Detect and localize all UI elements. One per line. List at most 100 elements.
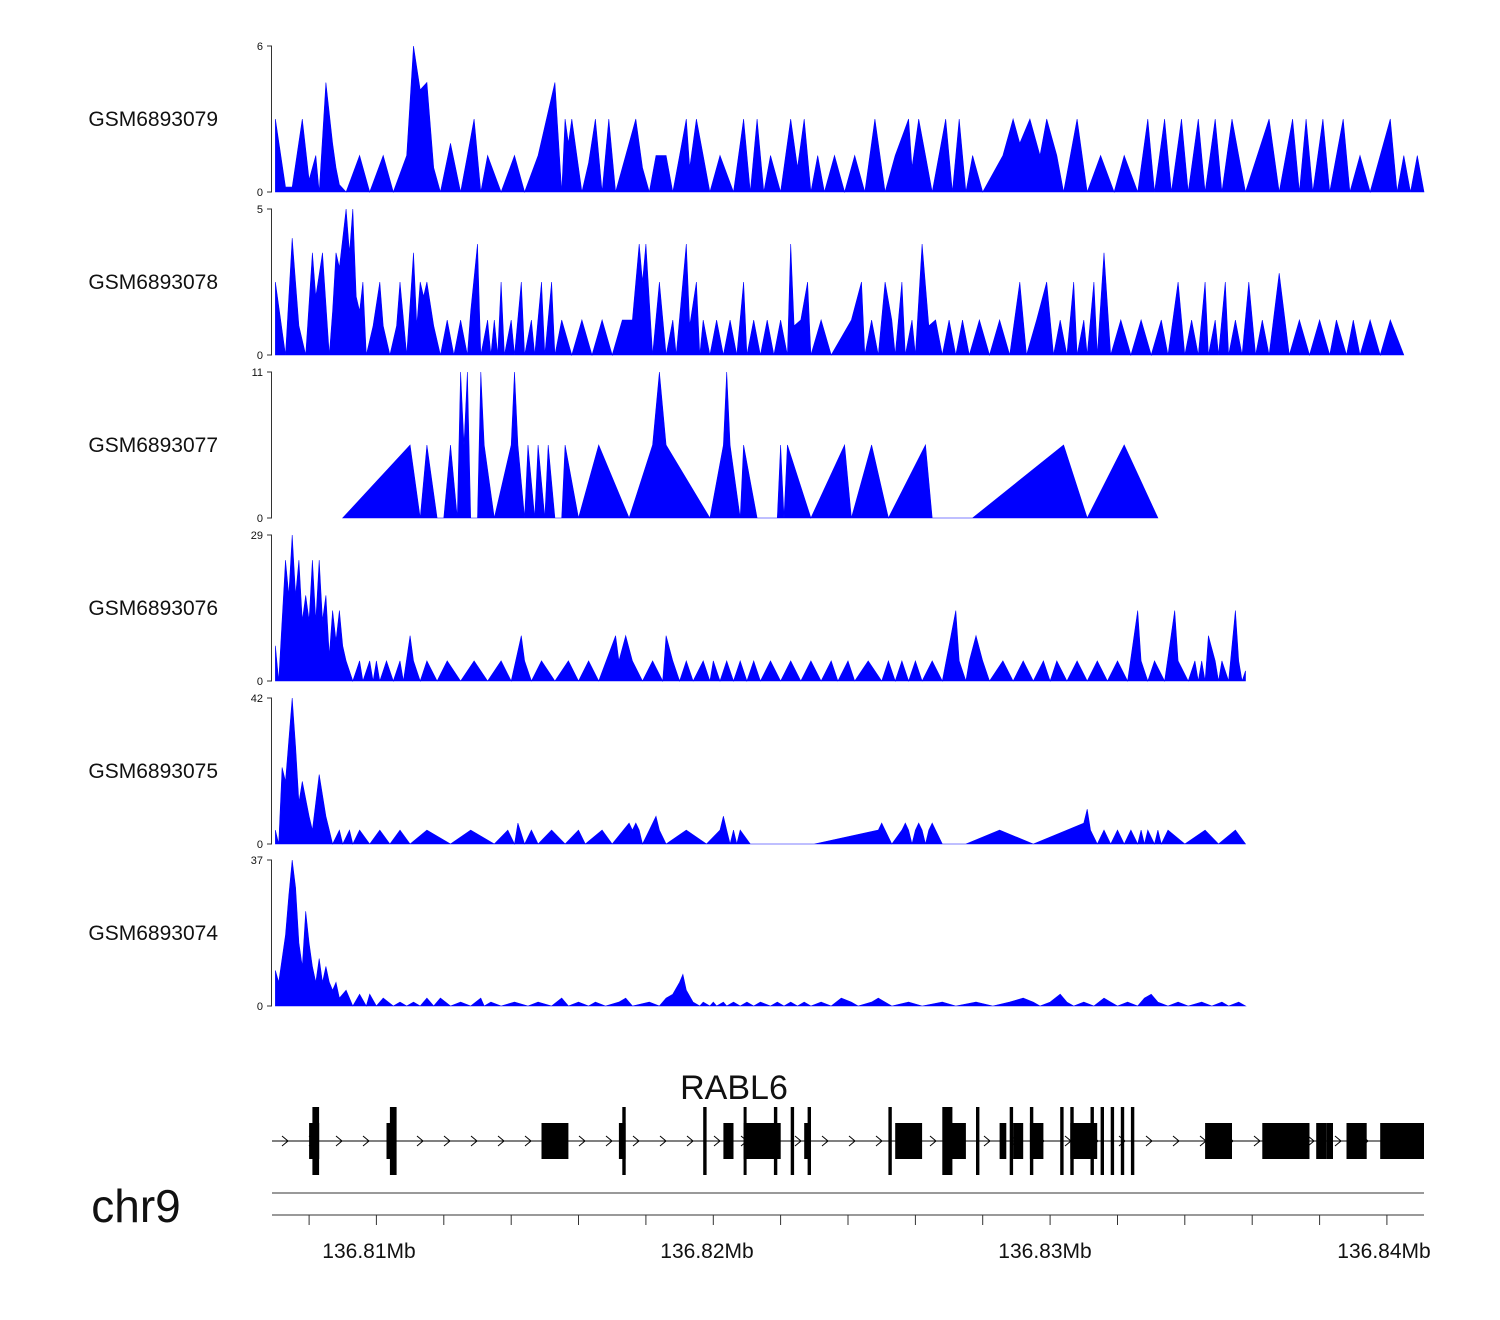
strand-arrow	[1145, 1135, 1153, 1147]
gene-exon	[1013, 1123, 1024, 1159]
strand-arrow	[335, 1135, 343, 1147]
strand-arrow	[821, 1135, 829, 1147]
gene-exon	[1380, 1123, 1424, 1159]
strand-arrow	[713, 1135, 721, 1147]
strand-arrow	[686, 1135, 694, 1147]
gene-coding-exon	[1120, 1107, 1125, 1175]
strand-arrow	[632, 1135, 640, 1147]
strand-arrow	[281, 1135, 289, 1147]
track-GSM6893074: GSM6893074 37 0	[88, 855, 1247, 1013]
track-label: GSM6893079	[88, 108, 218, 131]
gene-coding-exon	[1100, 1107, 1104, 1175]
axis-tick-label-136-83: 136.83Mb	[998, 1240, 1091, 1263]
gene-coding-exon	[773, 1107, 778, 1175]
gene-coding-exon	[1110, 1107, 1115, 1175]
track-ymin-label: 0	[257, 839, 263, 851]
gene-coding-exon	[743, 1107, 747, 1175]
track-GSM6893075: GSM6893075 42 0	[88, 693, 1247, 851]
gene-exon	[618, 1123, 626, 1159]
strand-arrow	[1334, 1135, 1342, 1147]
gene-exon	[1262, 1123, 1310, 1159]
strand-arrow	[524, 1135, 532, 1147]
gene-coding-exon	[389, 1107, 397, 1175]
gene-coding-exon	[1060, 1107, 1064, 1175]
strand-arrow	[416, 1135, 424, 1147]
gene-coding-exon	[1029, 1107, 1034, 1175]
gene-coding-exon	[790, 1107, 795, 1175]
chromosome-label: chr9	[91, 1180, 180, 1232]
track-ymax-label: 29	[251, 530, 263, 542]
gene-coding-exon	[312, 1107, 320, 1175]
track-ymax-label: 42	[251, 693, 263, 705]
track-ymin-label: 0	[257, 676, 263, 688]
gene-coding-exon	[1130, 1107, 1135, 1175]
gene-coding-exon	[1070, 1107, 1074, 1175]
coverage-area	[275, 534, 1246, 683]
track-ymin-label: 0	[257, 1001, 263, 1013]
track-ymax-label: 5	[257, 204, 263, 216]
track-ymax-label: 37	[251, 855, 263, 867]
strand-arrow	[443, 1135, 451, 1147]
gene-coding-exon	[942, 1107, 953, 1175]
track-GSM6893079: GSM6893079 6 0	[88, 41, 1425, 199]
strand-arrow	[362, 1135, 370, 1147]
track-ymax-label: 11	[252, 367, 263, 379]
gene-exon	[999, 1123, 1007, 1159]
track-ymin-label: 0	[257, 350, 263, 362]
strand-arrow	[659, 1135, 667, 1147]
gene-track: RABL6	[272, 1069, 1424, 1175]
gene-exon	[541, 1123, 569, 1159]
track-label: GSM6893076	[88, 597, 218, 620]
track-ymin-label: 0	[257, 513, 263, 525]
strand-arrow	[848, 1135, 856, 1147]
strand-arrow	[578, 1135, 586, 1147]
genomic-coordinate-axis: 136.81Mb 136.82Mb 136.83Mb 136.84Mb	[272, 1192, 1431, 1263]
track-GSM6893078: GSM6893078 5 0	[88, 204, 1405, 362]
coverage-area	[275, 697, 1247, 845]
gene-coding-exon	[1090, 1107, 1094, 1175]
strand-arrow	[470, 1135, 478, 1147]
axis-ticks	[308, 1215, 1388, 1225]
coverage-area	[275, 208, 1405, 357]
gene-coding-exon	[1009, 1107, 1014, 1175]
gene-coding-exon	[807, 1107, 811, 1175]
track-label: GSM6893075	[88, 760, 218, 783]
strand-arrow	[794, 1135, 802, 1147]
gene-exon	[895, 1123, 923, 1159]
axis-tick-label-136-81: 136.81Mb	[322, 1240, 415, 1263]
strand-arrow	[605, 1135, 613, 1147]
strand-arrow	[497, 1135, 505, 1147]
coverage-tracks: GSM689307960GSM689307850GSM6893077110GSM…	[88, 41, 1425, 1013]
track-label: GSM6893077	[88, 434, 218, 457]
strand-arrow	[1253, 1135, 1261, 1147]
gene-exon	[804, 1123, 811, 1159]
gene-exon	[1205, 1123, 1232, 1159]
coverage-area	[342, 371, 1159, 519]
strand-arrow	[1307, 1135, 1315, 1147]
strand-arrow	[983, 1135, 991, 1147]
gene-coding-exon	[976, 1107, 980, 1175]
strand-arrow	[875, 1135, 883, 1147]
track-ymax-label: 6	[257, 41, 263, 53]
axis-tick-label-136-82: 136.82Mb	[660, 1240, 753, 1263]
gene-coding-exon	[703, 1107, 707, 1175]
gene-exon	[1326, 1123, 1333, 1159]
track-label: GSM6893078	[88, 271, 218, 294]
gene-coding-exon	[888, 1107, 892, 1175]
track-label: GSM6893074	[88, 922, 218, 945]
track-GSM6893076: GSM6893076 29 0	[88, 530, 1246, 688]
axis-tick-label-136-84: 136.84Mb	[1337, 1240, 1430, 1263]
gene-exon	[723, 1123, 734, 1159]
strand-arrow	[1172, 1135, 1180, 1147]
coverage-area	[275, 45, 1425, 194]
gene-exon	[1316, 1123, 1327, 1159]
gene-name-label: RABL6	[680, 1069, 788, 1107]
gene-structure	[272, 1107, 1424, 1175]
gene-exon	[386, 1123, 394, 1159]
coverage-area	[275, 859, 1247, 1007]
strand-arrow	[929, 1135, 937, 1147]
gene-exon	[1346, 1123, 1367, 1159]
gene-coding-exon	[622, 1107, 626, 1175]
track-GSM6893077: GSM6893077 11 0	[88, 367, 1159, 525]
